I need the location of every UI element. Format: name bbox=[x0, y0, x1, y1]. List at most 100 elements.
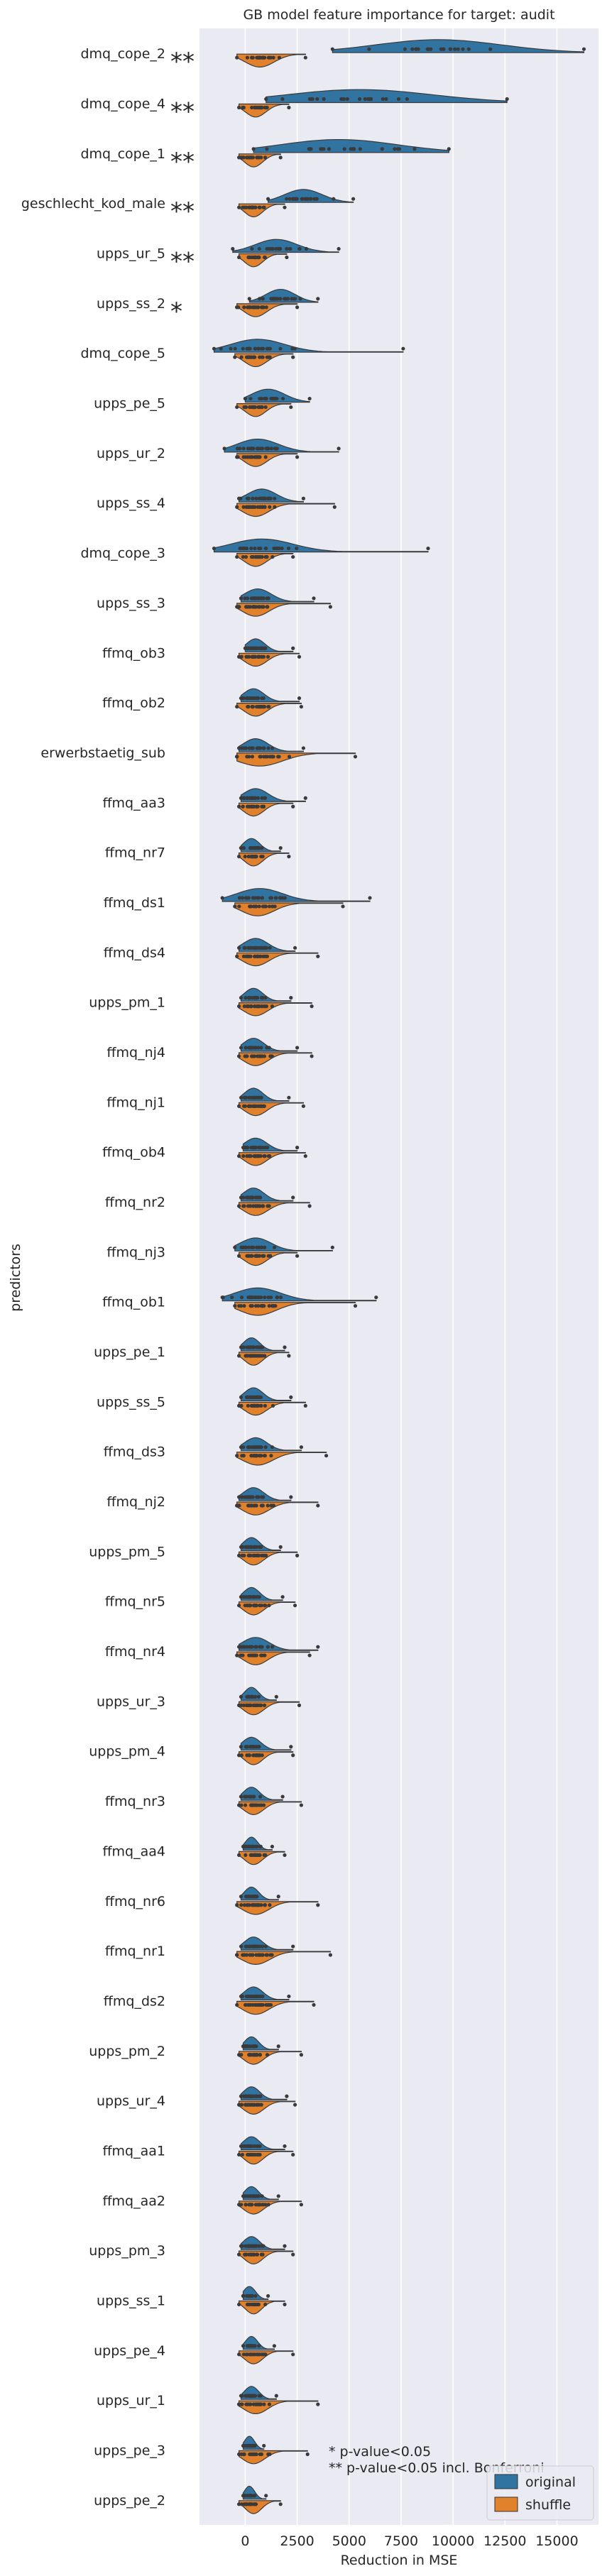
violin-dmq_cope_2-original-point bbox=[425, 47, 430, 51]
violin-ffmq_nj2-shuffle-point bbox=[236, 1503, 241, 1508]
violin-upps_ss_1-shuffle-point bbox=[251, 2302, 255, 2307]
violin-upps_ur_5-original-point bbox=[257, 246, 261, 251]
violin-upps_ur_5-shuffle-point bbox=[237, 255, 241, 260]
violin-upps_ss_2-original-point bbox=[293, 297, 297, 301]
violin-ffmq_aa1-original-point bbox=[253, 2144, 257, 2149]
violin-upps_pe_4-original-point bbox=[253, 2344, 257, 2348]
violin-upps_pm_3-original-point bbox=[257, 2244, 261, 2248]
violin-upps_pe_4-original-point bbox=[272, 2344, 276, 2348]
violin-erwerbstaetig_sub-shuffle-point bbox=[247, 755, 251, 759]
violin-upps_pe_3-shuffle-point bbox=[258, 2452, 262, 2457]
violin-upps_pm_5-original-point bbox=[246, 1545, 251, 1549]
violin-ffmq_ds4-shuffle-point bbox=[316, 954, 320, 958]
violin-upps_pm_4-shuffle-point bbox=[237, 1753, 241, 1758]
y-tick-label-ffmq_nj4: ffmq_nj4 bbox=[106, 1045, 165, 1060]
violin-ffmq_nr4-original-point bbox=[266, 1645, 270, 1649]
violin-ffmq_ob1-shuffle-point bbox=[233, 1304, 237, 1308]
violin-ffmq_ob3-shuffle-point bbox=[237, 654, 241, 659]
violin-dmq_cope_3-original-point bbox=[244, 546, 248, 551]
legend-swatch-original bbox=[494, 2474, 518, 2489]
y-tick-label-upps_ss_1: upps_ss_1 bbox=[97, 2293, 165, 2308]
violin-ffmq_ob4-shuffle-point bbox=[256, 1154, 260, 1158]
violin-ffmq_ds4-original-point bbox=[258, 946, 262, 950]
violin-upps_ur_5-shuffle-point bbox=[263, 255, 267, 260]
violin-ffmq_ob1-shuffle-point bbox=[248, 1304, 253, 1308]
violin-ffmq_ob3-original-point bbox=[261, 646, 266, 650]
violin-upps_pm_2-original-point bbox=[253, 2044, 257, 2049]
violin-ffmq_ds3-original-point bbox=[239, 1445, 244, 1449]
violin-ffmq_nj2-original-point bbox=[251, 1495, 255, 1499]
violin-ffmq_nr1-original-point bbox=[239, 1944, 244, 1949]
violin-geschlecht_kod_male-original-point bbox=[288, 197, 292, 201]
violin-upps_pm_1-original-point bbox=[263, 996, 268, 1000]
violin-upps_ss_2-original-point bbox=[290, 297, 294, 301]
violin-upps_ss_1-shuffle-point bbox=[237, 2302, 241, 2307]
violin-dmq_cope_2-shuffle-point bbox=[250, 55, 254, 60]
violin-ffmq_ob2-original-point bbox=[261, 696, 266, 701]
violin-upps_ss_2-shuffle-point bbox=[242, 305, 246, 309]
violin-dmq_cope_2-original-body bbox=[332, 39, 585, 53]
violin-upps_ur_3-original-point bbox=[274, 1694, 278, 1699]
violin-upps_ur_2-shuffle-point bbox=[241, 455, 246, 459]
violin-ffmq_ob2-shuffle-point bbox=[246, 704, 251, 709]
violin-ffmq_nr5-original-point bbox=[251, 1595, 256, 1599]
violin-dmq_cope_4-original-point bbox=[264, 97, 268, 102]
violin-upps_ss_2-original-point bbox=[258, 297, 262, 301]
violin-ffmq_aa4-shuffle-point bbox=[237, 1853, 241, 1858]
violin-ffmq_aa4-original-point bbox=[253, 1844, 258, 1849]
violin-dmq_cope_3-shuffle-point bbox=[291, 554, 295, 559]
violin-geschlecht_kod_male-shuffle-point bbox=[242, 205, 246, 209]
violin-geschlecht_kod_male-original-point bbox=[266, 197, 270, 201]
y-tick-label-ffmq_nr7: ffmq_nr7 bbox=[105, 845, 165, 861]
violin-upps_ur_1-shuffle-point bbox=[316, 2402, 320, 2406]
violin-ffmq_nr1-shuffle-point bbox=[328, 1953, 332, 1957]
violin-ffmq_nj3-original-point bbox=[246, 1245, 251, 1249]
violin-ffmq_nj4-shuffle-point bbox=[310, 1054, 314, 1058]
violin-ffmq_ds2-original-point bbox=[251, 1994, 255, 1999]
violin-dmq_cope_3-original-point bbox=[212, 546, 217, 551]
violin-ffmq_nj3-original-point bbox=[233, 1245, 237, 1249]
violin-ffmq_aa3-original-point bbox=[251, 796, 256, 800]
violin-ffmq_nr5-shuffle-point bbox=[263, 1604, 267, 1608]
violin-ffmq_ds1-original-point bbox=[220, 896, 224, 900]
violin-upps_ur_1-shuffle-point bbox=[240, 2402, 244, 2406]
violin-geschlecht_kod_male-shuffle-point bbox=[253, 205, 258, 209]
y-tick-label-upps_pe_3: upps_pe_3 bbox=[94, 2443, 165, 2458]
violin-ffmq_ds4-shuffle-point bbox=[246, 954, 250, 958]
violin-dmq_cope_4-original-point bbox=[358, 97, 362, 102]
violin-dmq_cope_4-shuffle-point bbox=[287, 105, 291, 110]
violin-ffmq_ds4-original-point bbox=[261, 946, 265, 950]
violin-erwerbstaetig_sub-shuffle-point bbox=[270, 755, 275, 759]
violin-upps_pm_1-shuffle-point bbox=[237, 1004, 241, 1009]
violin-ffmq_nr5-original-point bbox=[254, 1595, 258, 1599]
violin-upps_ur_5-shuffle-point bbox=[256, 255, 261, 260]
violin-ffmq_nr5-shuffle-point bbox=[254, 1604, 259, 1608]
violin-upps_pm_1-shuffle-point bbox=[270, 1004, 274, 1009]
violin-ffmq_nr3-original-point bbox=[280, 1794, 285, 1799]
violin-upps_pm_4-shuffle-point bbox=[239, 1753, 244, 1758]
violin-ffmq_nj1-original-point bbox=[259, 1095, 263, 1100]
violin-upps_ss_2-original-point bbox=[286, 297, 290, 301]
violin-erwerbstaetig_sub-shuffle-point bbox=[235, 755, 239, 759]
violin-ffmq_aa2-shuffle-point bbox=[261, 2203, 266, 2207]
violin-erwerbstaetig_sub-original-point bbox=[237, 746, 241, 750]
violin-upps_ur_4-original-point bbox=[239, 2094, 244, 2098]
violin-upps_ss_3-original-point bbox=[312, 596, 316, 601]
violin-ffmq_nr2-shuffle-point bbox=[248, 1204, 253, 1208]
violin-upps_ss_4-original-point bbox=[245, 496, 250, 500]
violin-upps_ur_5-original-point bbox=[274, 246, 278, 251]
y-tick-label-dmq_cope_4: dmq_cope_4 bbox=[80, 97, 165, 112]
violin-ffmq_nj3-original-point bbox=[273, 1245, 277, 1249]
violin-dmq_cope_4-original-point bbox=[363, 97, 367, 102]
violin-ffmq_nr4-original-point bbox=[260, 1645, 264, 1649]
violin-ffmq_nr4-original-point bbox=[250, 1645, 254, 1649]
violin-ffmq_nr3-shuffle-point bbox=[239, 1803, 244, 1807]
violin-dmq_cope_2-original-point bbox=[414, 47, 418, 51]
violin-ffmq_nj2-original-point bbox=[244, 1495, 248, 1499]
violin-upps_pe_5-shuffle-point bbox=[251, 405, 255, 410]
violin-dmq_cope_4-shuffle-point bbox=[259, 105, 263, 110]
violin-upps_pm_2-shuffle-point bbox=[251, 2053, 256, 2057]
violin-dmq_cope_1-shuffle-point bbox=[263, 155, 268, 160]
violin-ffmq_aa2-shuffle-point bbox=[244, 2203, 248, 2207]
violin-ffmq_nr5-original-point bbox=[239, 1595, 244, 1599]
